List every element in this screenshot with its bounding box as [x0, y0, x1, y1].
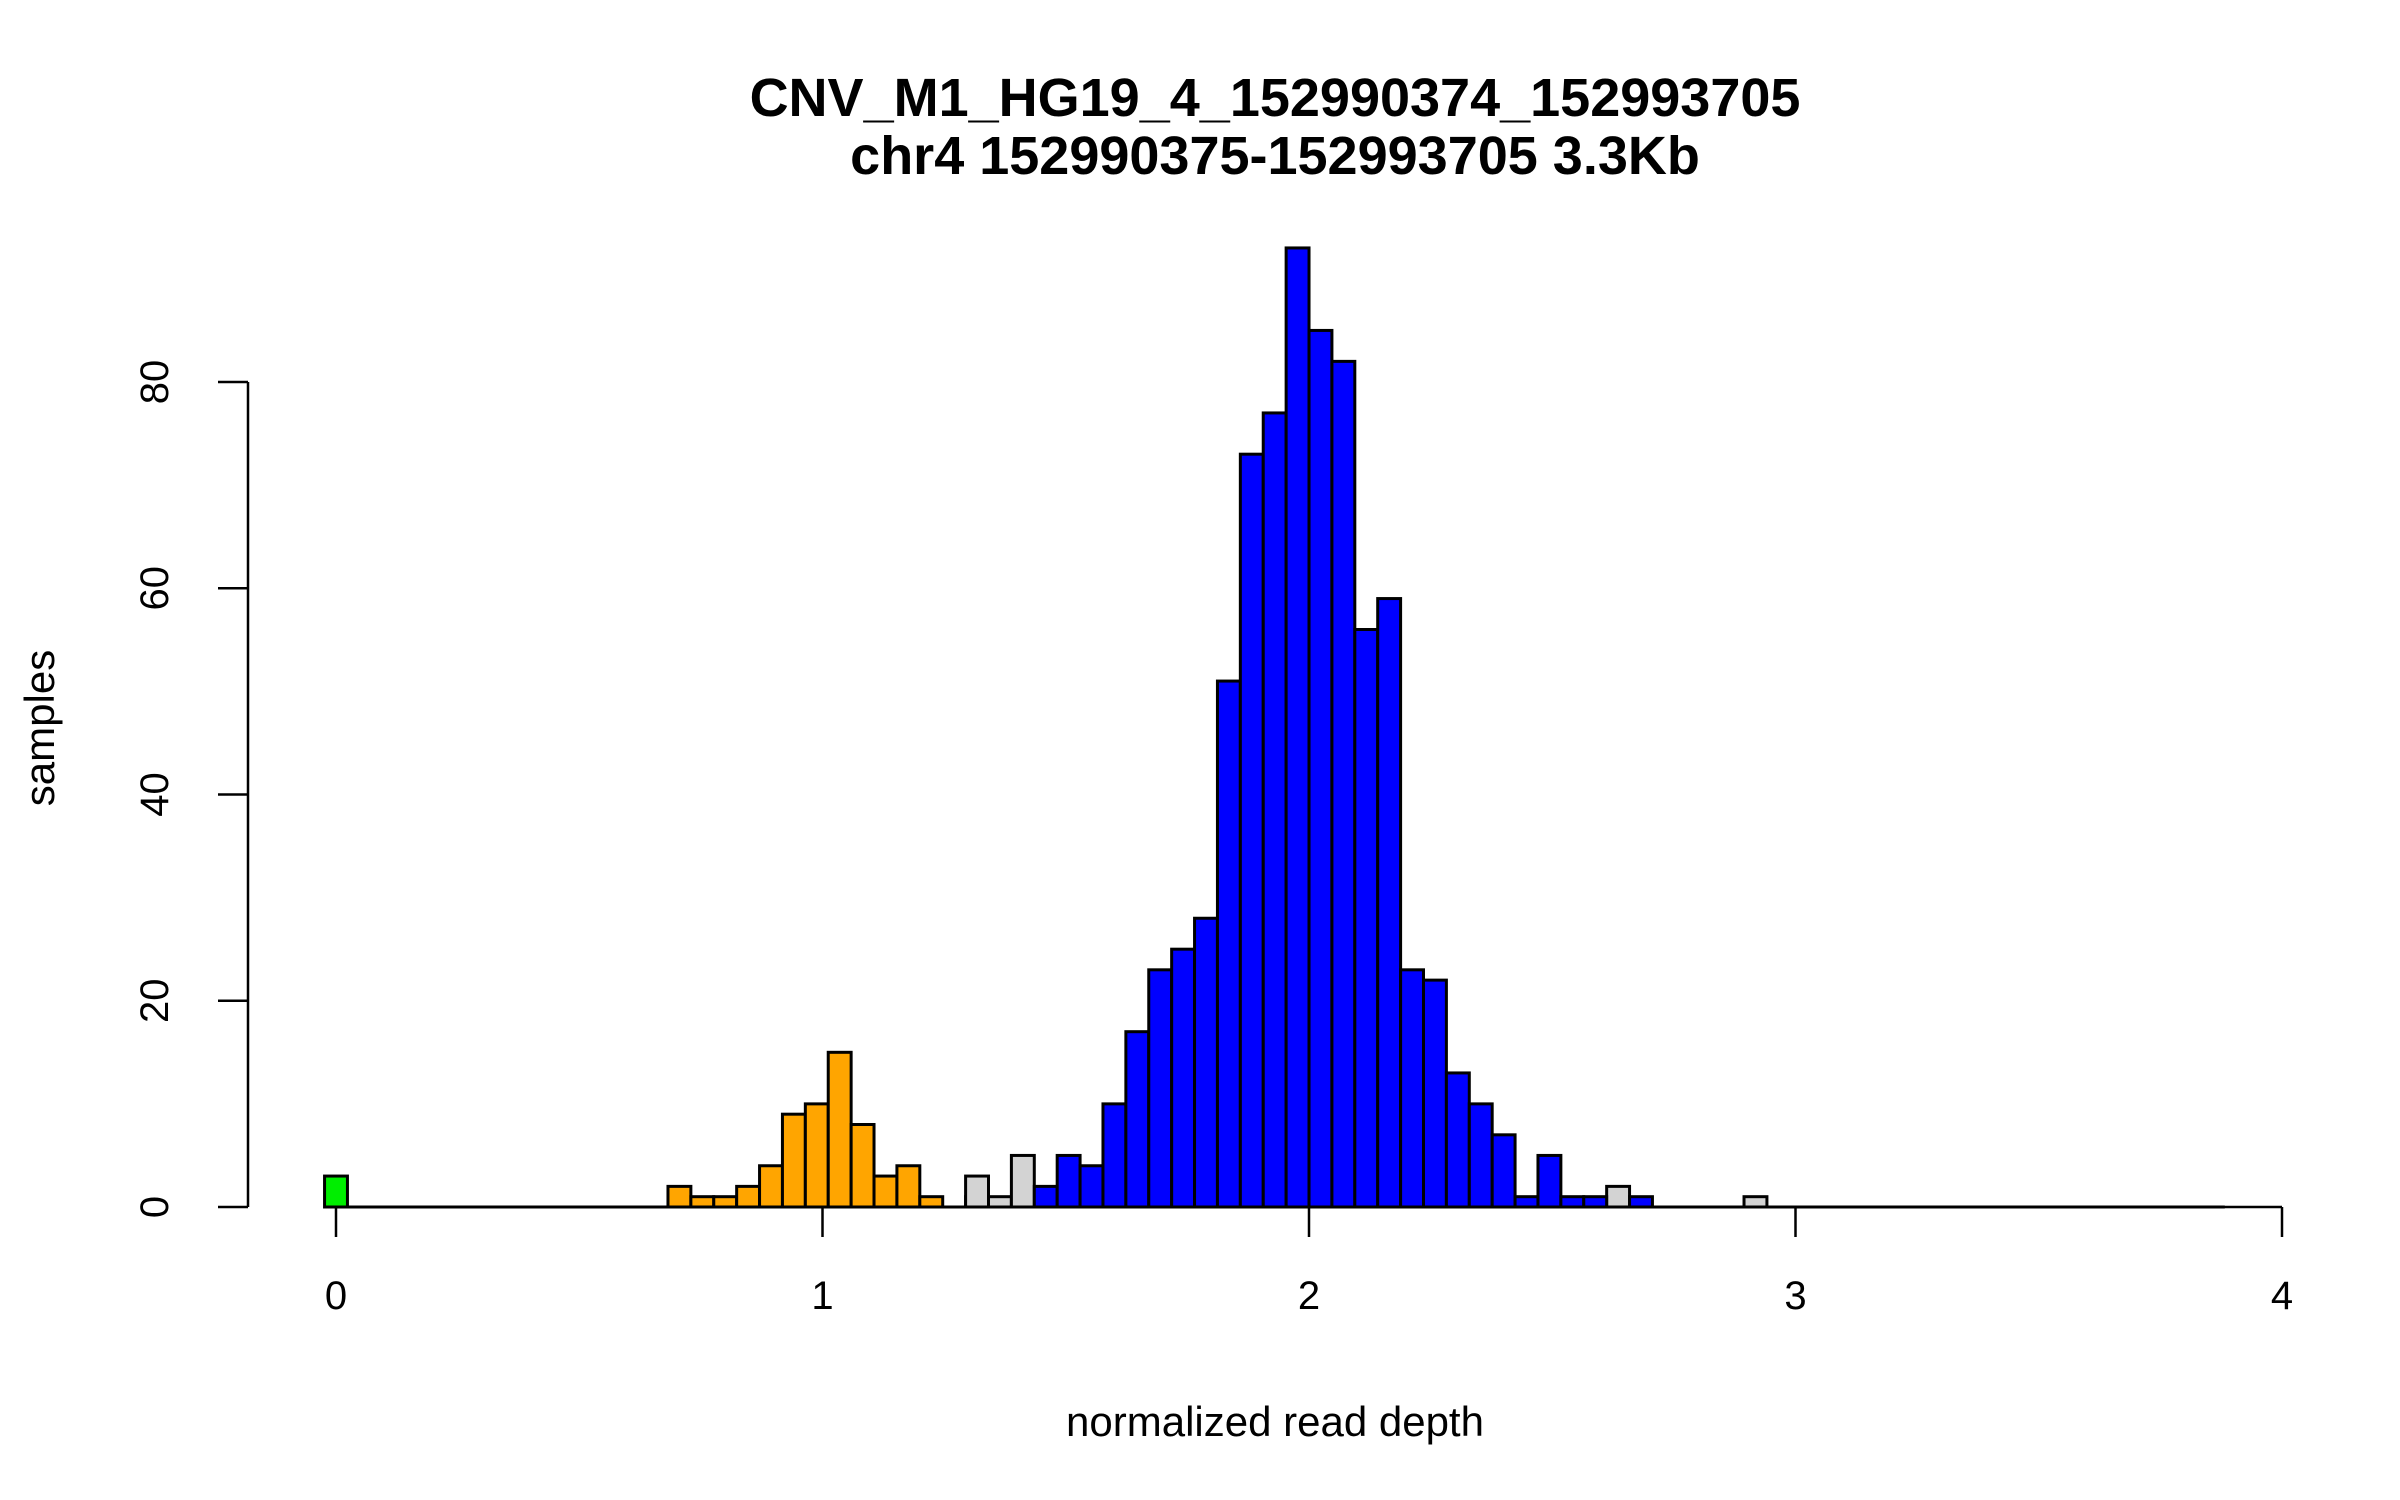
x-axis-label: normalized read depth	[1066, 1398, 1484, 1445]
bar-blue-11	[1284, 246, 1311, 1209]
bar-blue-18	[1444, 1071, 1471, 1209]
bar-orange-4	[758, 1164, 784, 1209]
bar-orange-3	[735, 1184, 762, 1209]
bar-blue-15	[1376, 597, 1403, 1209]
bar-green-0	[323, 1174, 349, 1209]
bar-orange-10	[895, 1164, 922, 1209]
y-tick-label-4: 80	[133, 360, 177, 405]
bar-blue-24	[1582, 1195, 1609, 1209]
bar-orange-11	[918, 1195, 945, 1209]
bar-blue-9	[1238, 452, 1265, 1209]
bar-blue-12	[1307, 328, 1334, 1209]
x-tick-label-4: 4	[2271, 1274, 2293, 1318]
bar-grey-1	[986, 1195, 1013, 1209]
bar-orange-2	[712, 1195, 739, 1209]
bar-blue-6	[1170, 947, 1197, 1209]
bar-blue-23	[1559, 1195, 1586, 1209]
bar-blue-21	[1513, 1195, 1540, 1209]
bar-blue-19	[1467, 1102, 1494, 1209]
x-tick-label-2: 2	[1298, 1274, 1320, 1318]
bar-orange-6	[803, 1102, 830, 1209]
bar-grey-3	[1605, 1184, 1632, 1209]
bar-grey-0	[964, 1174, 990, 1209]
bar-grey-2	[1009, 1153, 1036, 1209]
bar-orange-8	[849, 1123, 876, 1209]
bar-blue-2	[1078, 1164, 1105, 1209]
y-axis-label: samples	[16, 650, 63, 806]
bar-blue-16	[1399, 968, 1425, 1209]
bar-blue-3	[1101, 1102, 1128, 1209]
bar-orange-1	[689, 1195, 716, 1209]
bar-orange-9	[872, 1174, 899, 1209]
chart-subtitle: chr4 152990375-152993705 3.3Kb	[850, 126, 1700, 186]
bar-blue-1	[1055, 1153, 1082, 1209]
bar-blue-22	[1536, 1153, 1563, 1209]
bar-blue-4	[1124, 1030, 1151, 1209]
bar-orange-5	[780, 1112, 807, 1209]
x-tick-label-3: 3	[1784, 1274, 1806, 1318]
bar-orange-7	[826, 1050, 853, 1209]
bar-blue-5	[1147, 968, 1174, 1209]
bar-blue-17	[1421, 978, 1448, 1209]
bars-layer	[323, 246, 2225, 1209]
x-tick-label-1: 1	[811, 1274, 833, 1318]
y-tick-label-1: 20	[133, 979, 177, 1024]
bar-grey-4	[1742, 1195, 1769, 1209]
x-tick-label-0: 0	[325, 1274, 347, 1318]
bar-blue-8	[1215, 679, 1242, 1209]
bar-blue-25	[1628, 1195, 1654, 1209]
bar-blue-0	[1032, 1184, 1059, 1209]
y-tick-label-2: 40	[133, 772, 177, 817]
chart-title: CNV_M1_HG19_4_152990374_152993705	[750, 68, 1801, 128]
bar-blue-13	[1330, 359, 1357, 1209]
bar-blue-20	[1490, 1133, 1517, 1209]
bar-orange-0	[666, 1184, 693, 1209]
bar-blue-10	[1261, 411, 1288, 1209]
y-tick-label-0: 0	[133, 1196, 177, 1218]
bar-blue-7	[1193, 916, 1219, 1209]
bar-blue-14	[1353, 628, 1380, 1209]
y-tick-label-3: 60	[133, 566, 177, 611]
